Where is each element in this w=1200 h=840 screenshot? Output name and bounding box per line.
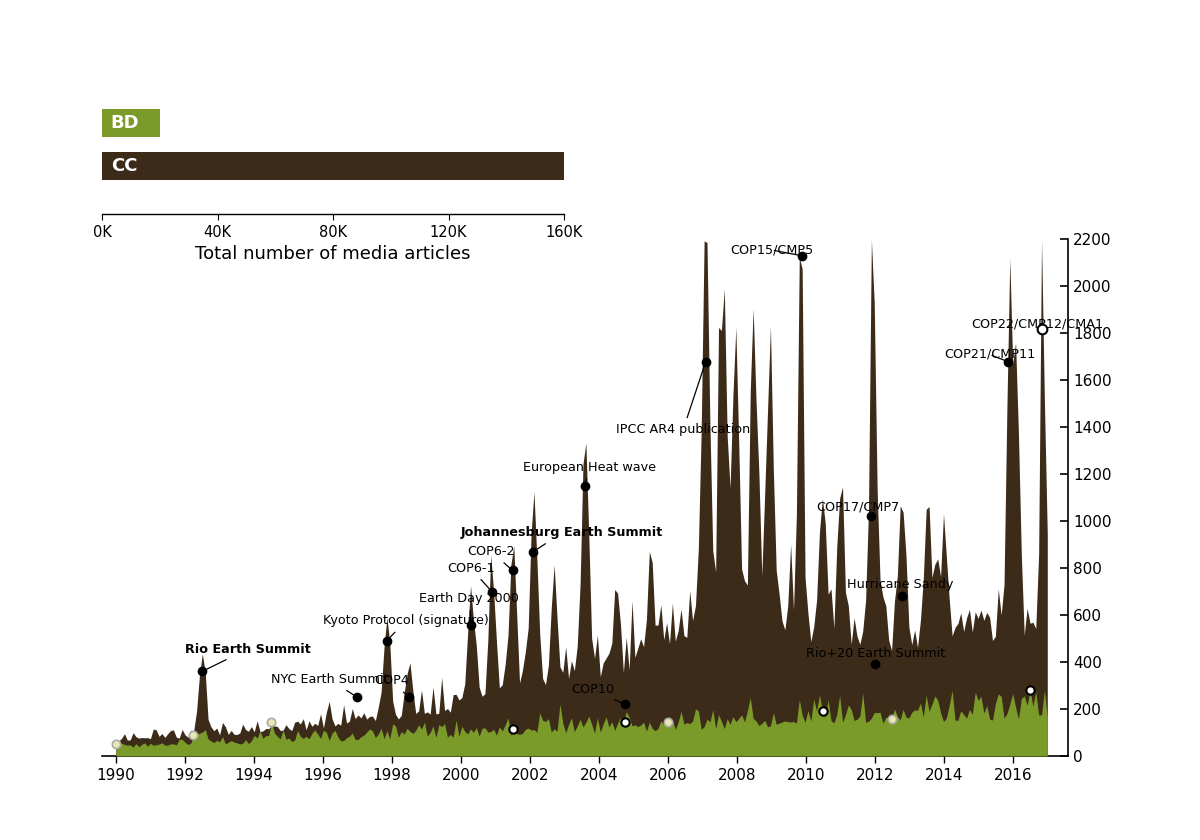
Text: Earth Day 2000: Earth Day 2000 — [419, 592, 520, 622]
Text: COP4: COP4 — [374, 675, 409, 696]
Bar — [102, 108, 160, 137]
Text: COP21/CMP11: COP21/CMP11 — [944, 348, 1036, 361]
Text: IPCC AR4 publication: IPCC AR4 publication — [616, 365, 750, 436]
Text: COP22/CMP12/CMA1: COP22/CMP12/CMA1 — [971, 318, 1104, 330]
Text: NYC Earth Summit: NYC Earth Summit — [271, 673, 389, 696]
Text: BD: BD — [110, 114, 139, 132]
Text: Rio+20 Earth Summit: Rio+20 Earth Summit — [806, 648, 946, 664]
Text: CC: CC — [110, 157, 137, 176]
Text: COP15/CMP5: COP15/CMP5 — [730, 244, 814, 256]
Text: Hurricane Sandy: Hurricane Sandy — [847, 578, 954, 596]
Text: COP6-1: COP6-1 — [446, 562, 494, 590]
Text: COP6-2: COP6-2 — [468, 545, 515, 569]
Text: COP17/CMP7: COP17/CMP7 — [816, 501, 899, 517]
X-axis label: Total number of media articles: Total number of media articles — [196, 245, 470, 263]
Text: Rio Earth Summit: Rio Earth Summit — [185, 643, 311, 670]
Text: European Heat wave: European Heat wave — [523, 460, 656, 483]
Text: Kyoto Protocol (signature): Kyoto Protocol (signature) — [323, 615, 488, 639]
Bar — [102, 152, 564, 181]
Text: COP10: COP10 — [571, 683, 622, 703]
Text: Johannesburg Earth Summit: Johannesburg Earth Summit — [461, 527, 664, 550]
